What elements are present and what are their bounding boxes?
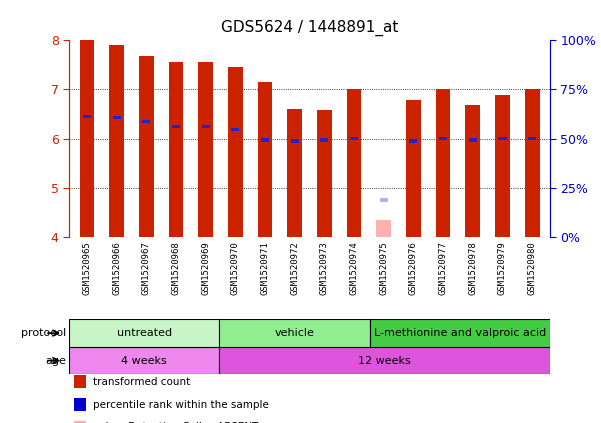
Text: transformed count: transformed count [93, 376, 191, 387]
Text: GSM1520976: GSM1520976 [409, 241, 418, 295]
Text: untreated: untreated [117, 328, 172, 338]
Bar [112, 115, 121, 119]
Bar [525, 89, 540, 237]
Text: GSM1520978: GSM1520978 [468, 241, 477, 295]
Bar [83, 115, 91, 118]
Text: GSM1520967: GSM1520967 [142, 241, 151, 295]
Text: GDS5624 / 1448891_at: GDS5624 / 1448891_at [221, 20, 398, 36]
Bar [350, 137, 358, 140]
Bar [498, 137, 507, 140]
Bar [74, 398, 86, 411]
Bar [258, 82, 272, 237]
Bar [320, 138, 328, 142]
Text: protocol: protocol [21, 328, 66, 338]
Bar [109, 45, 124, 237]
Text: vehicle: vehicle [275, 328, 314, 338]
Bar [261, 138, 269, 142]
Text: GSM1520980: GSM1520980 [528, 241, 537, 295]
Bar [317, 110, 332, 237]
Bar [495, 95, 510, 237]
Bar [528, 137, 536, 140]
Text: 4 weeks: 4 weeks [121, 356, 167, 365]
Text: L-methionine and valproic acid: L-methionine and valproic acid [374, 328, 546, 338]
Text: age: age [45, 356, 66, 365]
Bar [69, 347, 219, 374]
Bar [439, 137, 447, 140]
Text: GSM1520979: GSM1520979 [498, 241, 507, 295]
Bar [74, 420, 86, 423]
Text: GSM1520977: GSM1520977 [439, 241, 448, 295]
Text: GSM1520975: GSM1520975 [379, 241, 388, 295]
Bar [228, 67, 243, 237]
Bar [469, 138, 477, 142]
Text: GSM1520968: GSM1520968 [171, 241, 180, 295]
Bar [287, 109, 302, 237]
Bar [406, 100, 421, 237]
Bar [201, 124, 210, 128]
Bar [409, 139, 418, 143]
Text: 12 weeks: 12 weeks [358, 356, 411, 365]
Text: GSM1520973: GSM1520973 [320, 241, 329, 295]
Bar [347, 89, 361, 237]
Bar [168, 62, 183, 237]
Bar [231, 128, 239, 132]
Bar [139, 56, 154, 237]
Bar [79, 40, 94, 237]
Bar [172, 124, 180, 128]
Bar [219, 319, 370, 347]
Bar [219, 347, 550, 374]
Text: GSM1520970: GSM1520970 [231, 241, 240, 295]
Bar [74, 375, 86, 388]
Bar [142, 120, 150, 123]
Bar [380, 198, 388, 202]
Text: GSM1520974: GSM1520974 [350, 241, 359, 295]
Text: GSM1520969: GSM1520969 [201, 241, 210, 295]
Bar [291, 139, 299, 143]
Text: GSM1520971: GSM1520971 [260, 241, 269, 295]
Bar [370, 319, 550, 347]
Bar [69, 319, 219, 347]
Text: GSM1520972: GSM1520972 [290, 241, 299, 295]
Bar [465, 105, 480, 237]
Bar [436, 89, 451, 237]
Text: GSM1520966: GSM1520966 [112, 241, 121, 295]
Text: GSM1520965: GSM1520965 [82, 241, 91, 295]
Text: percentile rank within the sample: percentile rank within the sample [93, 399, 269, 409]
Bar [198, 62, 213, 237]
Bar [376, 220, 391, 237]
